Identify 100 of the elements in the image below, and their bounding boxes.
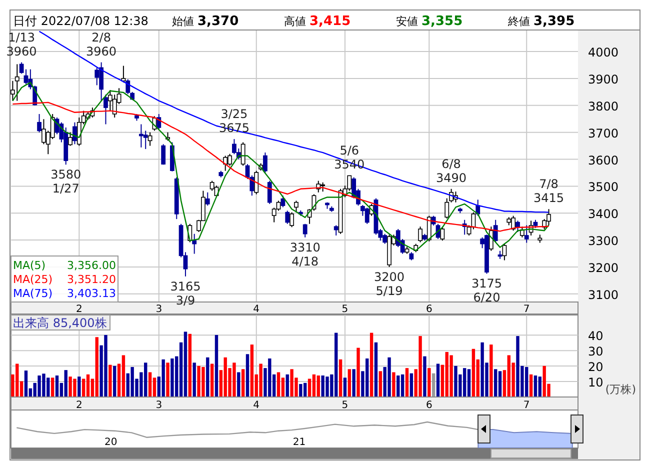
bar <box>246 354 250 397</box>
y-tick-label: 10 <box>588 376 604 390</box>
chart-title: 出来高 85,400株 <box>13 316 107 330</box>
bar <box>210 364 214 397</box>
bar <box>423 356 426 397</box>
bar <box>78 376 81 397</box>
bar <box>494 369 498 397</box>
candlestick <box>294 200 298 213</box>
bar <box>276 372 280 397</box>
bar <box>352 369 356 397</box>
candlestick <box>516 220 520 232</box>
candlestick <box>94 67 100 86</box>
candlestick <box>280 195 286 208</box>
bar <box>396 375 400 397</box>
bar <box>472 348 476 397</box>
x-tick-label: 3 <box>156 304 162 315</box>
bar <box>286 374 289 397</box>
bar <box>148 372 152 397</box>
text: MA(75) 3,403.13 <box>13 287 116 300</box>
bar <box>214 334 218 397</box>
x-tick-label: 21 <box>292 437 306 448</box>
y-tick-label: 3800 <box>588 99 619 114</box>
bar <box>192 362 196 397</box>
y-axis-title: (万株) <box>605 383 636 396</box>
bar <box>392 372 396 397</box>
candlestick <box>37 114 42 133</box>
x-tick-label: 5 <box>342 304 348 315</box>
candlestick <box>302 223 308 238</box>
text: 高値 3,415 <box>284 14 351 29</box>
bar <box>378 371 382 397</box>
bar <box>498 371 502 397</box>
bar <box>538 376 542 397</box>
bar <box>436 364 440 397</box>
candlestick <box>502 243 507 261</box>
candlestick <box>14 64 20 102</box>
candlestick <box>68 132 72 146</box>
bar <box>170 358 174 397</box>
candlestick <box>364 207 370 224</box>
y-tick-label: 3900 <box>588 72 619 86</box>
bar <box>338 359 342 397</box>
x-tick-label: 7 <box>523 304 530 315</box>
x-tick-label: 7 <box>523 400 530 411</box>
bar <box>316 375 320 397</box>
candlestick <box>161 144 166 166</box>
bar <box>374 342 378 397</box>
bar <box>400 374 404 397</box>
text: MA(25) 3,351.20 <box>13 273 116 286</box>
bar <box>24 370 28 397</box>
candlestick <box>334 224 338 236</box>
annotation: 7/8 3415 <box>533 177 564 206</box>
x-tick-label: 4 <box>253 304 260 315</box>
bar <box>405 368 409 397</box>
x-tick-label: 6 <box>426 400 432 411</box>
candlestick <box>493 219 498 243</box>
bar <box>162 359 165 397</box>
candlestick <box>263 152 268 173</box>
x-tick-label: 2 <box>76 304 82 315</box>
annotation: 1/13 3960 <box>6 30 37 58</box>
annotation: 3200 5/19 <box>374 270 405 298</box>
candlestick <box>524 224 529 244</box>
y-tick-label: 20 <box>588 360 604 374</box>
bar <box>312 374 316 397</box>
y-tick-label: 3300 <box>588 234 619 248</box>
chart-title: 日付 2022/07/08 12:38 <box>13 14 148 28</box>
text: 終値 3,395 <box>507 14 575 29</box>
annotation: 2/8 3960 <box>86 30 117 58</box>
bar <box>108 364 112 397</box>
candlestick <box>426 215 432 242</box>
bar <box>370 332 374 397</box>
bar <box>50 378 54 397</box>
bar <box>95 337 98 397</box>
text: MA(5) 3,356.00 <box>13 259 116 272</box>
y-tick-label: 3400 <box>588 207 619 222</box>
text: 始値 3,370 <box>172 14 239 29</box>
bar <box>166 362 170 397</box>
y-tick-label: 3200 <box>588 260 619 275</box>
x-tick-label: 3 <box>156 400 162 411</box>
candlestick <box>223 155 228 172</box>
bar <box>343 378 347 397</box>
annotation: 6/8 3490 <box>436 156 467 185</box>
bar <box>250 344 254 397</box>
x-tick-label: 6 <box>426 304 432 315</box>
y-tick-label: 30 <box>588 344 604 359</box>
y-tick-label: 4000 <box>588 46 619 60</box>
bar <box>410 373 414 397</box>
bar <box>348 369 351 397</box>
bar <box>259 364 262 397</box>
bar <box>462 368 466 397</box>
candlestick <box>254 170 259 195</box>
bar <box>529 374 533 397</box>
candlestick <box>240 142 246 166</box>
y-tick-label: 3600 <box>588 153 619 168</box>
bar <box>356 348 360 397</box>
bar <box>237 372 240 397</box>
y-tick-label: 3700 <box>588 126 619 140</box>
annotation: 3165 3/9 <box>170 279 201 308</box>
bar <box>490 344 493 397</box>
candlestick <box>143 130 148 150</box>
bar <box>64 370 68 397</box>
x-tick-label: 5 <box>342 400 348 411</box>
